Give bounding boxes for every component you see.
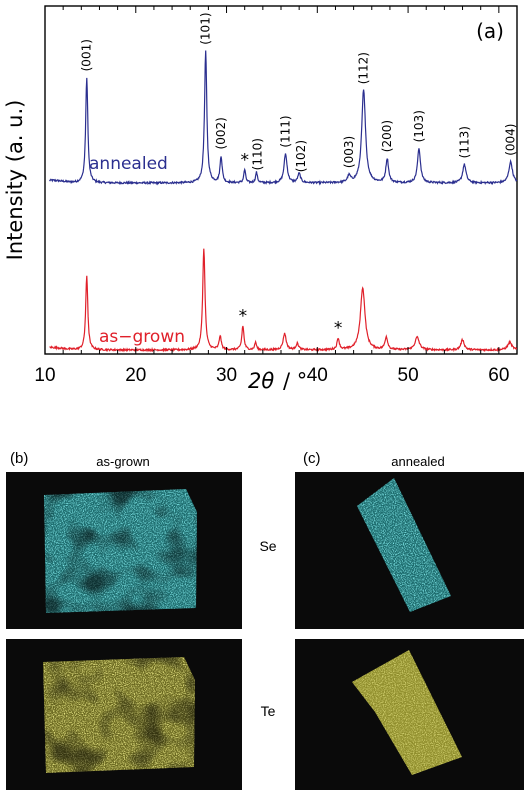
row-label-te: Te (261, 703, 276, 719)
panel-b-title: as-grown (96, 454, 149, 469)
panel-a-label: (a) (476, 19, 504, 43)
y-axis-title: Intensity (a. u.) (3, 100, 27, 261)
elemental-maps: (b) as-grown (c) annealed (6, 450, 524, 790)
x-tick-label-3: 40 (307, 365, 328, 386)
map-asgrown-se (6, 472, 242, 629)
map-annealed-se (295, 472, 524, 629)
peak-label-9: (103) (412, 110, 426, 142)
plot-frame (44, 5, 518, 355)
peak-label-0: (001) (80, 39, 94, 71)
asterisk-marker-2: * (334, 319, 343, 339)
map-annealed-te (295, 639, 524, 790)
peak-labels: (001) (101) (002) (110) (111)(102) (003) (112)… (80, 12, 518, 172)
x-tick-label-2: 30 (216, 365, 237, 386)
series-line-0 (49, 50, 518, 186)
series-line-1 (49, 248, 518, 353)
x-axis-ticks: 10 20 30 40 50 60 (34, 6, 518, 386)
panel-b-label: (b) (10, 450, 28, 467)
panel-c-title: annealed (391, 454, 445, 469)
asterisk-marker-1: * (239, 307, 248, 327)
xrd-chart: (001) (101) (002) (110) (111)(102) (003) (112)… (3, 5, 518, 393)
x-axis-symbol: 2θ (248, 369, 274, 393)
peak-label-11: (004) (504, 124, 518, 156)
panel-c-label: (c) (303, 450, 321, 467)
series-labels: annealed as−grown (89, 154, 185, 347)
series-traces (49, 50, 518, 353)
x-tick-label-1: 20 (125, 365, 146, 386)
map-asgrown-te (6, 639, 242, 790)
impurity-markers: * * * (239, 150, 343, 338)
peak-label-4: (111) (279, 115, 293, 147)
x-tick-label-5: 60 (488, 365, 509, 386)
peak-label-7: (112) (357, 52, 371, 84)
series-label-1: as−grown (99, 327, 185, 347)
asterisk-marker-0: * (240, 150, 249, 170)
peak-label-1: (101) (199, 12, 213, 44)
peak-label-3: (110) (250, 138, 264, 170)
peak-label-10: (113) (457, 126, 471, 158)
peak-label-5: (102) (294, 140, 308, 172)
peak-label-2: (002) (214, 117, 228, 149)
series-label-0: annealed (89, 154, 168, 174)
peak-label-6: (003) (342, 136, 356, 168)
x-tick-label-0: 10 (34, 365, 55, 386)
x-axis-unit: / ° (283, 369, 307, 393)
x-tick-label-4: 50 (398, 365, 419, 386)
peak-label-8: (200) (380, 120, 394, 152)
row-label-se: Se (259, 538, 276, 554)
